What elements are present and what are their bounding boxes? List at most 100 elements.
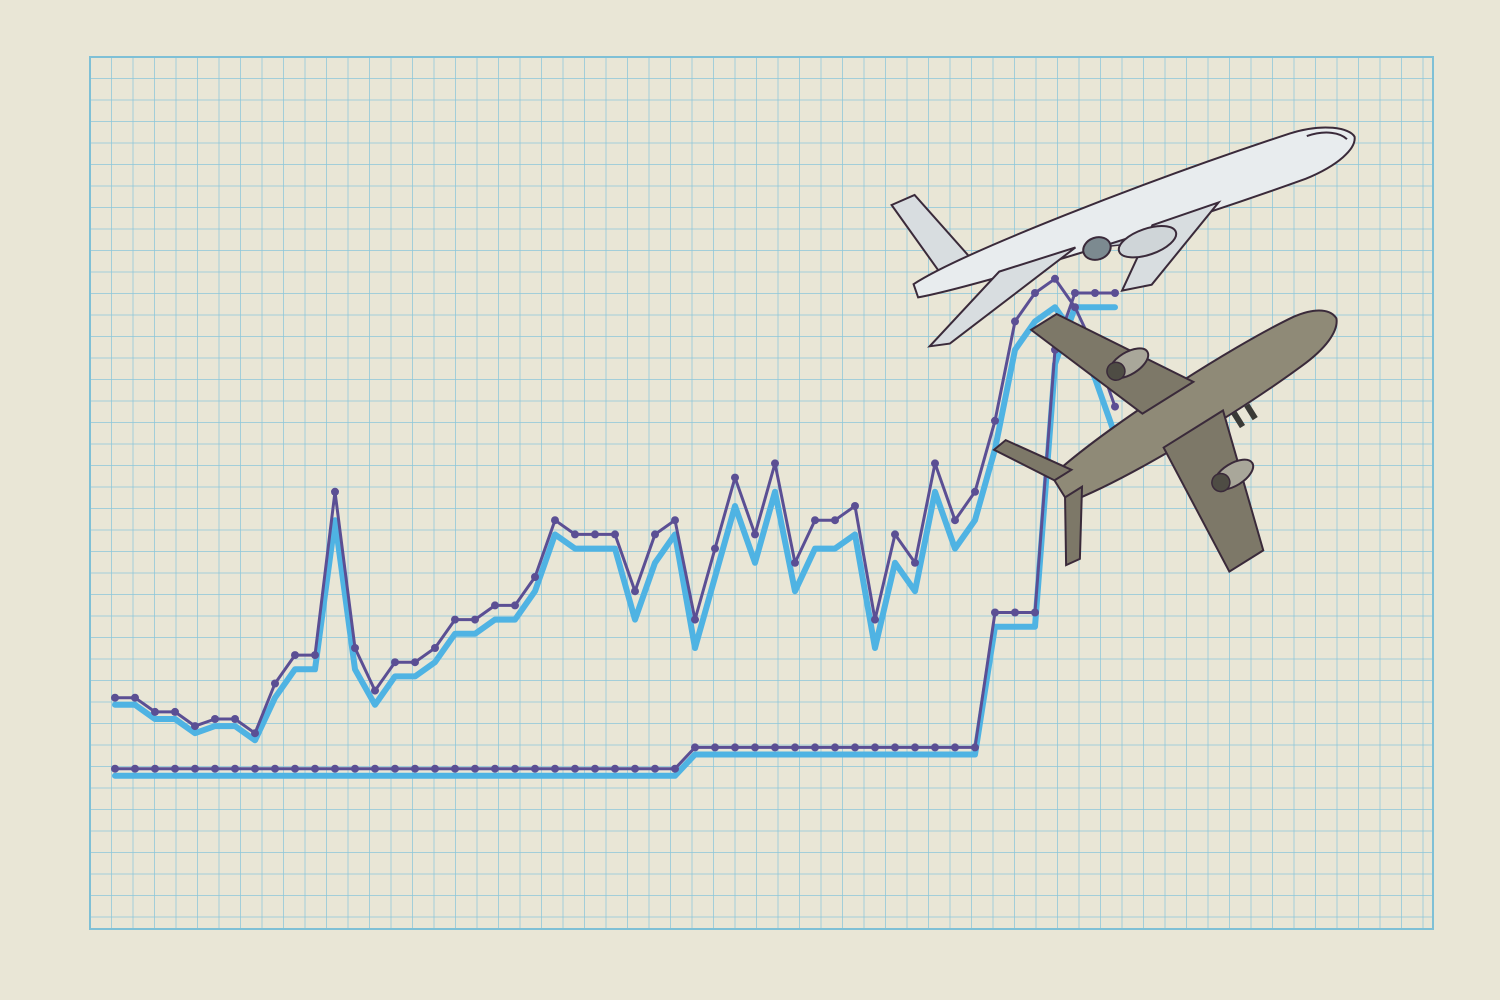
data-point <box>491 764 499 773</box>
series-0-dark <box>111 274 1119 738</box>
data-point <box>691 615 699 624</box>
series-2-dark <box>111 289 1119 773</box>
data-point <box>471 615 479 624</box>
data-point <box>691 743 699 752</box>
data-point <box>431 644 439 652</box>
data-point <box>831 743 839 752</box>
data-point <box>811 743 819 752</box>
data-point <box>131 693 139 702</box>
data-point <box>271 679 279 688</box>
data-point <box>371 764 379 773</box>
data-point <box>171 707 179 716</box>
graph-paper-grid <box>89 56 1433 929</box>
data-point <box>411 658 419 667</box>
data-point <box>991 608 999 617</box>
data-point <box>891 530 899 539</box>
airplane-underside-icon <box>992 309 1338 574</box>
data-point <box>791 558 799 567</box>
data-point <box>291 651 299 660</box>
data-point <box>1011 608 1019 617</box>
data-point <box>111 764 119 773</box>
data-point <box>611 764 619 773</box>
data-point <box>291 764 299 773</box>
data-point <box>331 764 339 773</box>
series-line <box>112 304 1118 779</box>
data-point <box>1111 402 1119 411</box>
data-point <box>1011 317 1019 326</box>
data-point <box>151 707 159 716</box>
data-point <box>151 764 159 773</box>
data-point <box>471 764 479 773</box>
data-point <box>971 487 979 496</box>
data-point <box>211 715 219 723</box>
data-point <box>311 651 319 660</box>
data-point <box>631 764 639 773</box>
data-point <box>911 558 919 567</box>
data-point <box>1031 289 1039 297</box>
data-point <box>231 715 239 723</box>
airplane-climbing-icon <box>890 126 1356 348</box>
data-point <box>631 587 639 596</box>
data-point <box>111 693 119 702</box>
data-point <box>531 573 539 581</box>
series-1-light <box>112 304 1118 744</box>
data-point <box>171 764 179 773</box>
data-point <box>1111 289 1119 297</box>
data-point <box>971 743 979 752</box>
data-point <box>511 764 519 773</box>
data-point <box>831 516 839 525</box>
data-point <box>391 764 399 773</box>
data-point <box>351 644 359 652</box>
data-point <box>351 764 359 773</box>
data-point <box>231 764 239 773</box>
data-point <box>1091 289 1099 297</box>
data-point <box>951 516 959 525</box>
data-point <box>791 743 799 752</box>
data-point <box>811 516 819 525</box>
data-point <box>1071 289 1079 297</box>
data-point <box>611 530 619 539</box>
data-point <box>1031 608 1039 617</box>
data-point <box>731 743 739 752</box>
data-point <box>651 530 659 539</box>
data-point <box>371 686 379 695</box>
data-point <box>1071 303 1079 312</box>
data-point <box>771 743 779 752</box>
data-point <box>131 764 139 773</box>
data-point <box>931 459 939 468</box>
series-3-light <box>112 304 1118 779</box>
data-point <box>591 764 599 773</box>
data-point <box>391 658 399 667</box>
data-point <box>671 764 679 773</box>
data-point <box>931 743 939 752</box>
data-point <box>431 764 439 773</box>
data-point <box>871 743 879 752</box>
chart-series-layer <box>111 274 1119 779</box>
data-point <box>551 764 559 773</box>
data-point <box>551 516 559 525</box>
data-point <box>571 764 579 773</box>
data-point <box>651 764 659 773</box>
data-point <box>911 743 919 752</box>
data-point <box>851 502 859 510</box>
data-point <box>411 764 419 773</box>
data-point <box>751 530 759 539</box>
grid-frame <box>89 56 1434 930</box>
data-point <box>1051 274 1059 283</box>
data-point <box>991 416 999 425</box>
data-point <box>851 743 859 752</box>
series-line <box>112 304 1118 744</box>
data-point <box>891 743 899 752</box>
data-point <box>491 601 499 610</box>
data-point <box>731 473 739 482</box>
data-point <box>751 743 759 752</box>
data-point <box>951 743 959 752</box>
data-point <box>591 530 599 539</box>
data-point <box>711 544 719 553</box>
data-point <box>271 764 279 773</box>
data-point <box>451 615 459 624</box>
data-point <box>451 764 459 773</box>
data-point <box>531 764 539 773</box>
data-point <box>191 764 199 773</box>
